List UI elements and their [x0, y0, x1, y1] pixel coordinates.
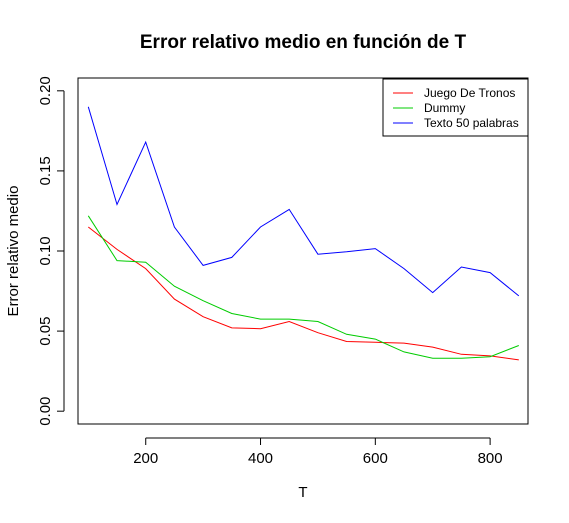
chart-title: Error relativo medio en función de T [140, 32, 467, 53]
legend-entry: Texto 50 palabras [424, 116, 519, 130]
x-tick-label: 600 [363, 450, 388, 467]
x-axis-label: T [298, 484, 307, 501]
y-tick-label: 0.15 [37, 156, 54, 185]
y-axis-label: Error relativo medio [5, 186, 22, 317]
y-axis: 0.00 0.05 0.10 0.15 0.20 [37, 76, 64, 426]
x-tick-label: 800 [478, 450, 503, 467]
legend-entry: Juego De Tronos [424, 86, 515, 100]
x-tick-label: 400 [248, 450, 273, 467]
series-lines [88, 107, 519, 360]
y-tick-label: 0.10 [37, 236, 54, 265]
legend-entry: Dummy [424, 101, 465, 115]
series-line-1 [88, 216, 519, 358]
x-axis: 200 400 600 800 [133, 438, 502, 467]
y-tick-label: 0.00 [37, 397, 54, 426]
y-tick-label: 0.05 [37, 316, 54, 345]
x-tick-label: 200 [133, 450, 158, 467]
y-tick-label: 0.20 [37, 76, 54, 105]
series-line-0 [88, 227, 519, 360]
